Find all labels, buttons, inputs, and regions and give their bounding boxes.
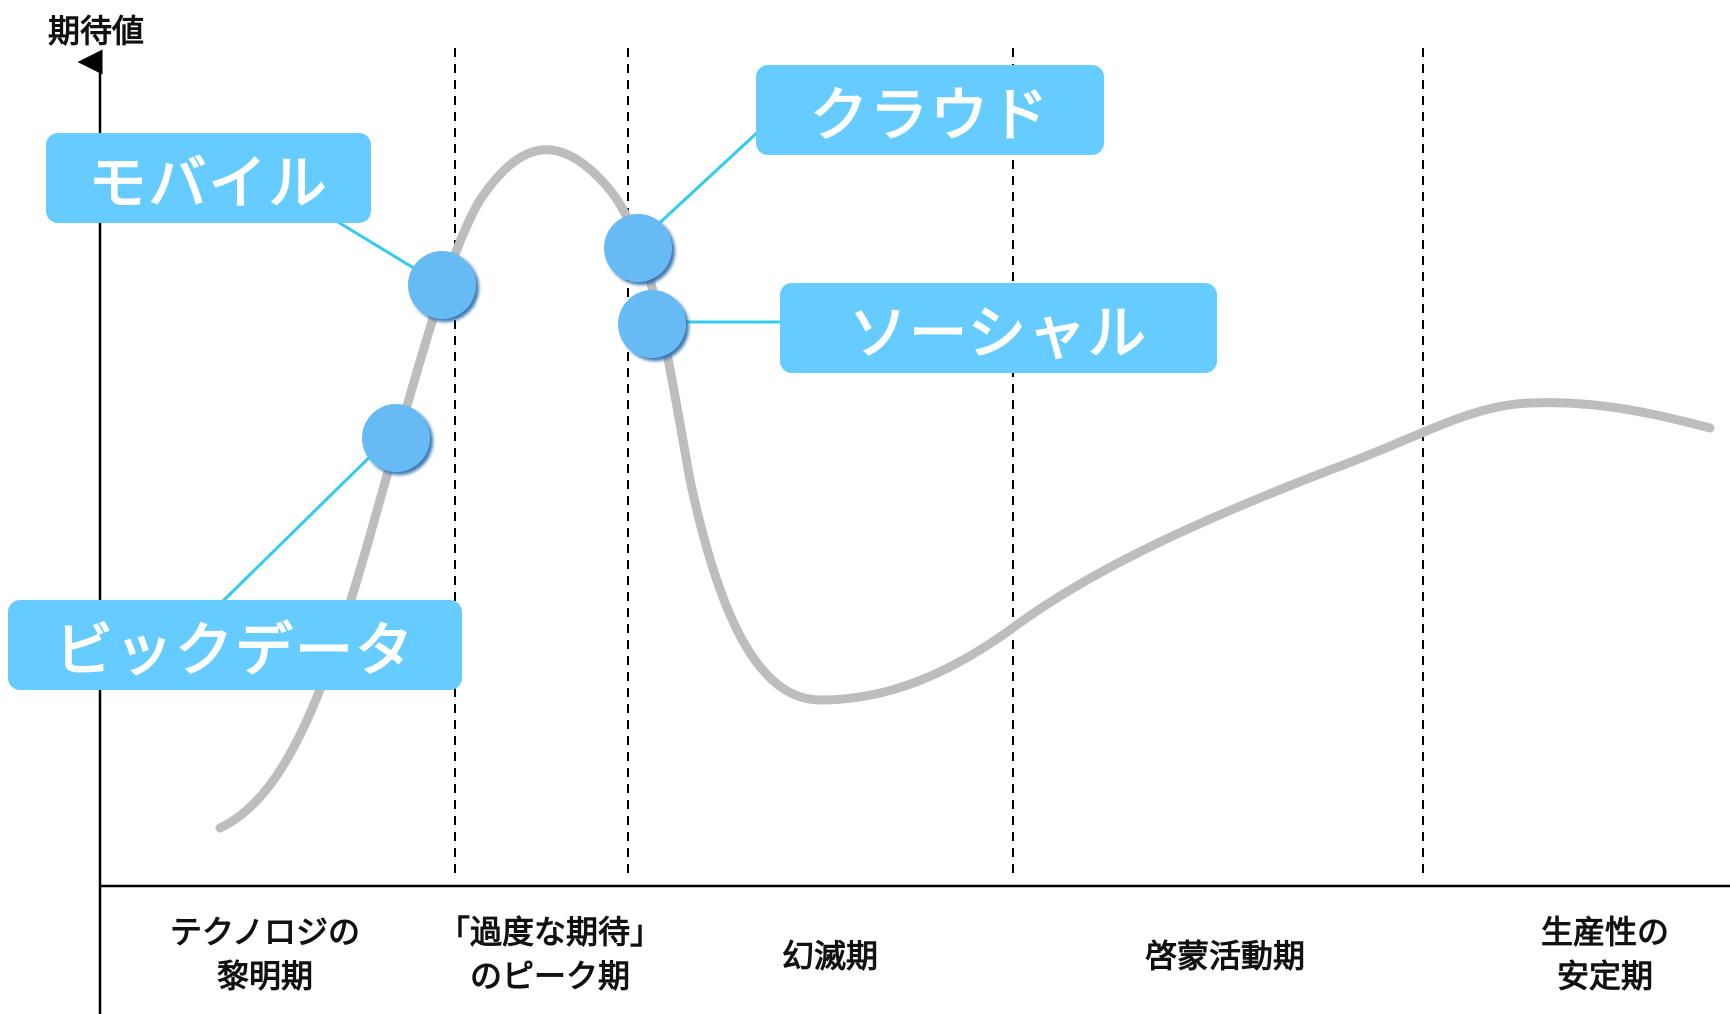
- marker-mobile: [408, 251, 476, 319]
- marker-social: [618, 290, 686, 358]
- phase-label-trough: 幻滅期: [720, 934, 940, 978]
- phase-label-line: 安定期: [1556, 957, 1653, 995]
- marker-bigdata: [362, 404, 430, 472]
- phase-label-line: 生産性の: [1540, 913, 1669, 951]
- phase-label-line: テクノロジの: [169, 913, 361, 951]
- connector-cloud: [650, 128, 762, 232]
- y-axis-label: 期待値: [48, 12, 145, 50]
- phase-label-line: 幻滅期: [781, 937, 878, 975]
- connector-bigdata: [220, 435, 392, 604]
- phase-label-line: 啓蒙活動期: [1144, 937, 1305, 975]
- phase-label-line: 黎明期: [216, 957, 313, 995]
- phase-label-line: 「過度な期待」: [437, 913, 662, 951]
- label-cloud: クラウド: [756, 65, 1104, 155]
- label-mobile: モバイル: [46, 133, 371, 223]
- phase-label-trigger: テクノロジの 黎明期: [130, 910, 400, 998]
- phase-label-peak: 「過度な期待」 のピーク期: [420, 910, 680, 998]
- hype-curve: [215, 145, 1715, 833]
- phase-label-plateau: 生産性の 安定期: [1490, 910, 1720, 998]
- label-bigdata: ビックデータ: [8, 600, 462, 690]
- marker-cloud: [604, 214, 672, 282]
- phase-label-line: のピーク期: [469, 957, 630, 995]
- label-social: ソーシャル: [780, 283, 1217, 373]
- phase-label-slope: 啓蒙活動期: [1090, 934, 1360, 978]
